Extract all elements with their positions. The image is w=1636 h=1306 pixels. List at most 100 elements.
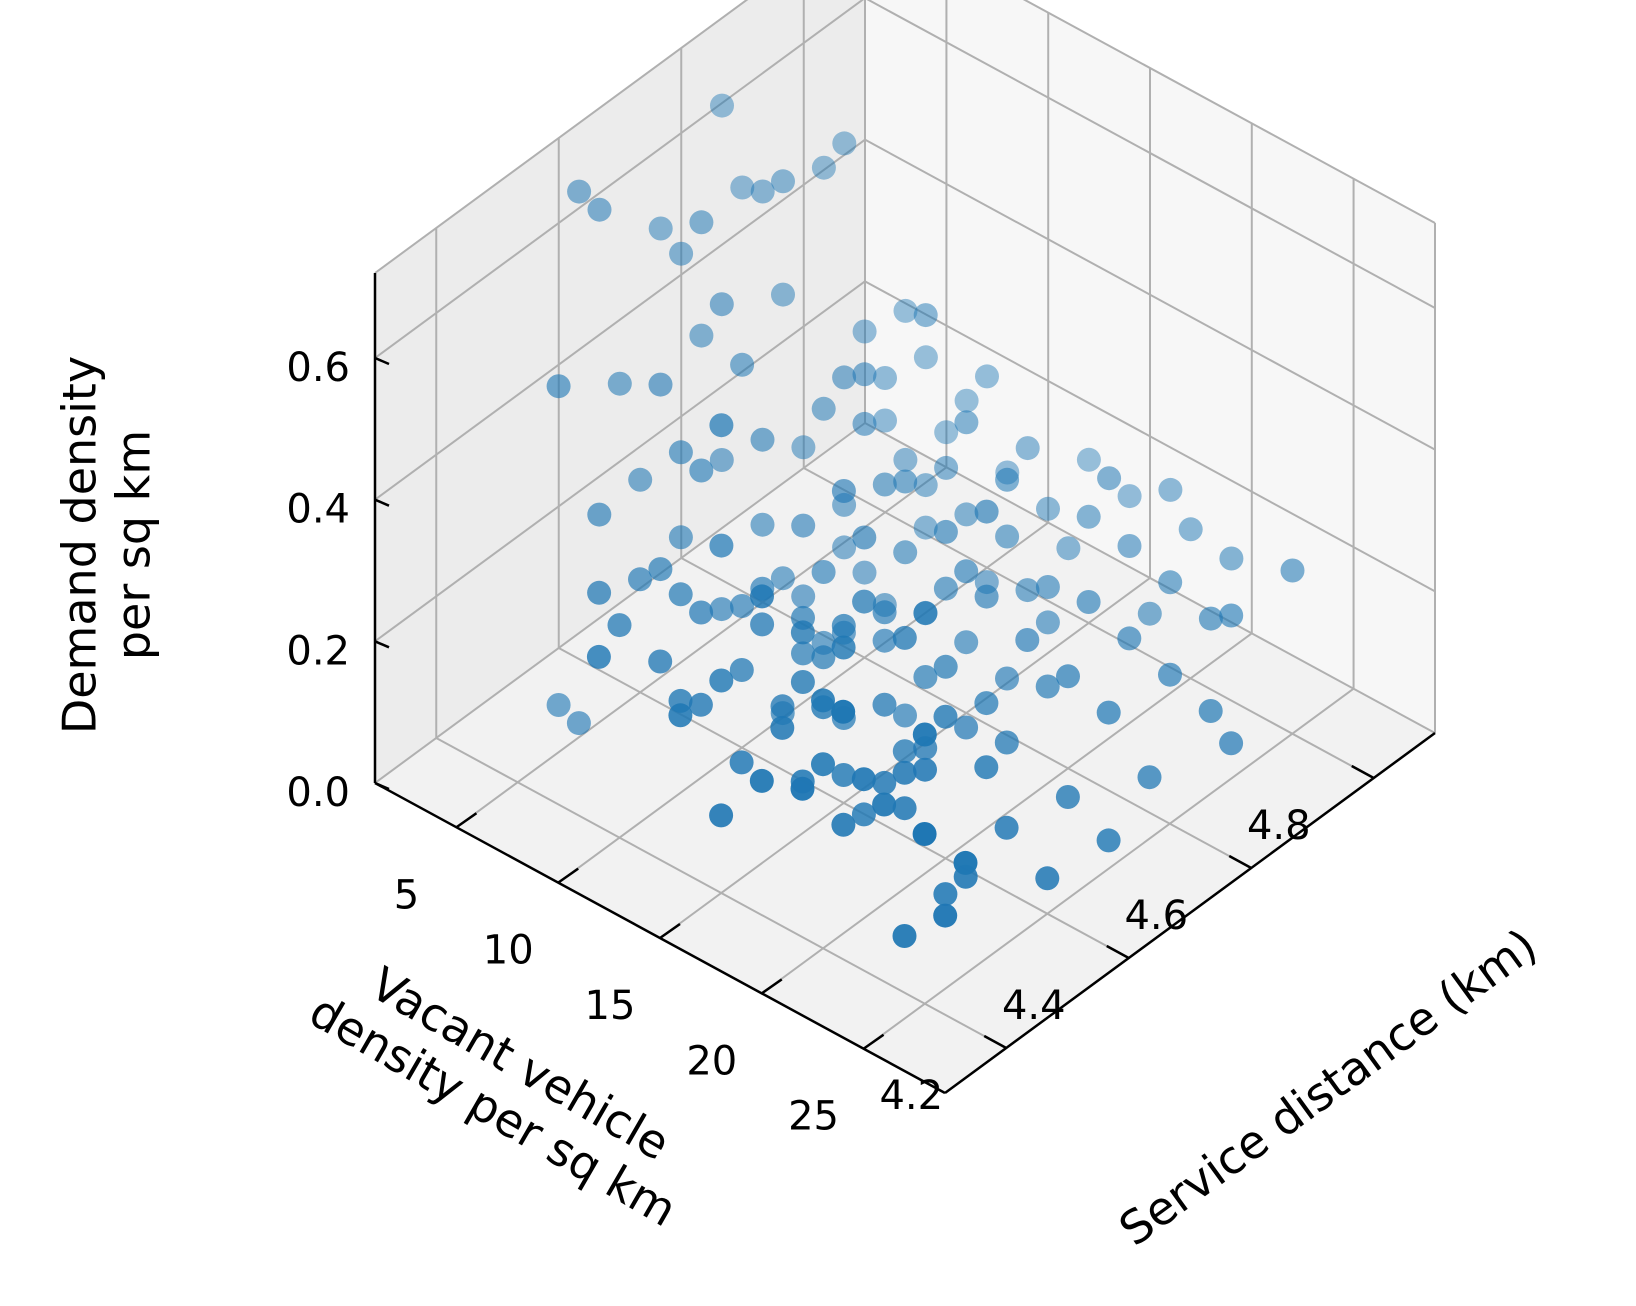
grid-line-z-left-wall xyxy=(374,422,866,784)
data-point xyxy=(730,594,754,618)
data-point xyxy=(892,796,917,821)
data-point xyxy=(933,576,958,601)
data-point xyxy=(974,584,999,609)
data-point xyxy=(975,364,999,389)
data-point xyxy=(770,715,795,740)
data-point xyxy=(546,693,571,717)
data-point xyxy=(709,803,734,828)
data-point xyxy=(934,420,959,445)
grid-line-z-left-wall xyxy=(374,138,866,501)
x-tick xyxy=(1228,854,1252,870)
data-point xyxy=(933,903,958,928)
data-point xyxy=(913,473,938,498)
axis-lines xyxy=(373,273,1436,1095)
data-point xyxy=(954,715,979,740)
data-point xyxy=(1055,785,1080,809)
data-point xyxy=(954,410,979,435)
data-point xyxy=(1280,558,1305,583)
data-point xyxy=(587,502,612,527)
data-point xyxy=(913,665,938,689)
y-tick xyxy=(557,867,579,884)
data-point xyxy=(1219,731,1244,756)
data-point xyxy=(1158,570,1183,595)
data-point xyxy=(831,812,856,837)
data-point xyxy=(628,467,653,492)
data-point xyxy=(750,512,775,537)
data-point xyxy=(893,469,918,494)
pane-edge xyxy=(1022,0,1436,224)
data-point xyxy=(994,815,1019,840)
data-point xyxy=(811,645,836,670)
z-tick-label: 0.4 xyxy=(286,487,350,533)
data-point xyxy=(688,692,713,717)
x-tick-label: 4.8 xyxy=(1247,803,1311,849)
data-point xyxy=(852,319,877,344)
data-point xyxy=(852,525,877,550)
data-point xyxy=(709,668,734,693)
data-point xyxy=(668,582,693,607)
data-point xyxy=(729,750,754,775)
x-tick xyxy=(1106,944,1130,960)
data-point xyxy=(1096,700,1121,725)
data-point xyxy=(791,641,815,666)
data-point xyxy=(587,580,612,605)
grid-line-z-right-wall xyxy=(866,0,1436,309)
pane-edge xyxy=(374,0,749,274)
z-tick-label: 0.0 xyxy=(286,770,350,816)
data-point xyxy=(913,303,938,328)
grid-line-z-right-wall xyxy=(864,422,1436,734)
data-point xyxy=(913,345,938,370)
data-point xyxy=(974,499,999,524)
data-point xyxy=(586,644,611,669)
data-point xyxy=(832,365,857,390)
data-point xyxy=(791,584,816,609)
data-point xyxy=(1035,866,1060,891)
data-point xyxy=(1117,534,1142,558)
data-point xyxy=(1076,504,1101,529)
data-point xyxy=(851,802,876,827)
data-point xyxy=(709,533,734,558)
data-point xyxy=(872,692,897,717)
y-tick xyxy=(761,978,783,995)
data-point xyxy=(750,584,774,609)
data-point xyxy=(1158,662,1182,687)
data-point xyxy=(995,524,1020,549)
data-point xyxy=(1198,606,1223,631)
data-point xyxy=(1117,626,1142,651)
data-point xyxy=(669,241,694,266)
x-axis-label: Service distance (km) xyxy=(1109,918,1546,1256)
data-point xyxy=(872,628,897,653)
data-point xyxy=(954,630,979,655)
data-point xyxy=(913,757,937,782)
data-point xyxy=(771,169,795,194)
data-point xyxy=(689,323,714,348)
data-point xyxy=(749,768,774,793)
data-point xyxy=(811,155,836,180)
y-tick-label: 25 xyxy=(788,1094,839,1140)
data-point xyxy=(770,694,795,719)
data-point xyxy=(1137,765,1162,790)
grid-line-y-floor xyxy=(862,687,1355,1050)
data-point xyxy=(1056,536,1081,561)
data-point xyxy=(811,752,835,777)
data-point xyxy=(566,711,591,736)
data-point xyxy=(648,372,673,397)
data-point xyxy=(1096,828,1121,853)
data-point xyxy=(709,597,734,622)
grid-line-y-floor xyxy=(761,632,1253,995)
x-tick xyxy=(983,1034,1007,1050)
data-point xyxy=(934,455,959,480)
data-point xyxy=(587,197,612,222)
data-point xyxy=(995,467,1020,492)
data-point xyxy=(668,525,693,550)
data-point xyxy=(790,670,815,694)
z-tick-label: 0.6 xyxy=(286,345,350,391)
data-point xyxy=(546,374,571,399)
data-point xyxy=(913,601,938,626)
y-tick xyxy=(862,1033,885,1050)
y-tick-label: 20 xyxy=(686,1038,737,1084)
data-point xyxy=(567,179,592,204)
x-axis-label-line: Service distance (km) xyxy=(1109,918,1546,1256)
data-point xyxy=(1219,546,1244,571)
